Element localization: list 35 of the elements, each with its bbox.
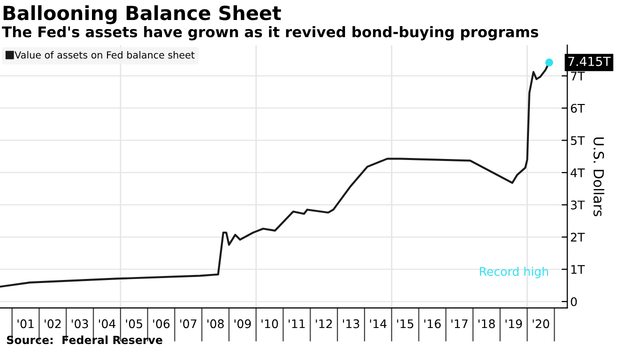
- x-tick-label: '19: [506, 319, 522, 328]
- x-tick-label: '14: [370, 319, 387, 328]
- x-tick-label: '09: [234, 319, 251, 328]
- x-tick-label: '13: [342, 319, 360, 328]
- x-tick-label: '03: [72, 319, 88, 328]
- data-label: 7.415T: [568, 56, 611, 66]
- x-tick-label: '08: [207, 319, 224, 328]
- x-tick-label: '02: [44, 319, 61, 328]
- x-tick-label: '06: [153, 319, 170, 328]
- source-note: Source: Federal Reserve: [6, 336, 162, 344]
- chart-title: Ballooning Balance Sheet: [4, 5, 282, 24]
- y-tick-label: 7T: [571, 72, 585, 80]
- x-tick-label: '15: [397, 319, 414, 328]
- y-tick-label: 6T: [570, 104, 585, 113]
- x-tick-label: '01: [18, 319, 34, 328]
- x-tick-label: '20: [532, 319, 550, 328]
- x-tick-label: '10: [262, 319, 278, 328]
- y-tick-label: 5T: [570, 136, 585, 145]
- annotation: Record high: [480, 266, 548, 278]
- x-tick-label: '17: [451, 319, 468, 328]
- y-tick-label: 1T: [571, 265, 585, 274]
- y-tick-label: 0: [570, 297, 577, 306]
- y-tick-label: 3T: [570, 200, 585, 210]
- legend-label: Value of assets on Fed balance sheet: [14, 51, 195, 59]
- x-tick-label: '18: [478, 319, 495, 328]
- x-tick-label: '11: [288, 319, 305, 328]
- chart-subtitle: The Fed's assets have grown as it revived bond-buying programs: [2, 26, 538, 40]
- x-tick-label: '04: [98, 319, 116, 328]
- x-tick-label: '05: [126, 319, 142, 328]
- y-tick-label: 2T: [570, 232, 585, 242]
- x-tick-label: '07: [180, 319, 196, 328]
- x-tick-label: '16: [424, 319, 441, 328]
- y-tick-label: 4T: [570, 168, 585, 178]
- x-tick-label: '12: [316, 319, 332, 328]
- y-axis-title: U.S. Dollars: [593, 138, 604, 216]
